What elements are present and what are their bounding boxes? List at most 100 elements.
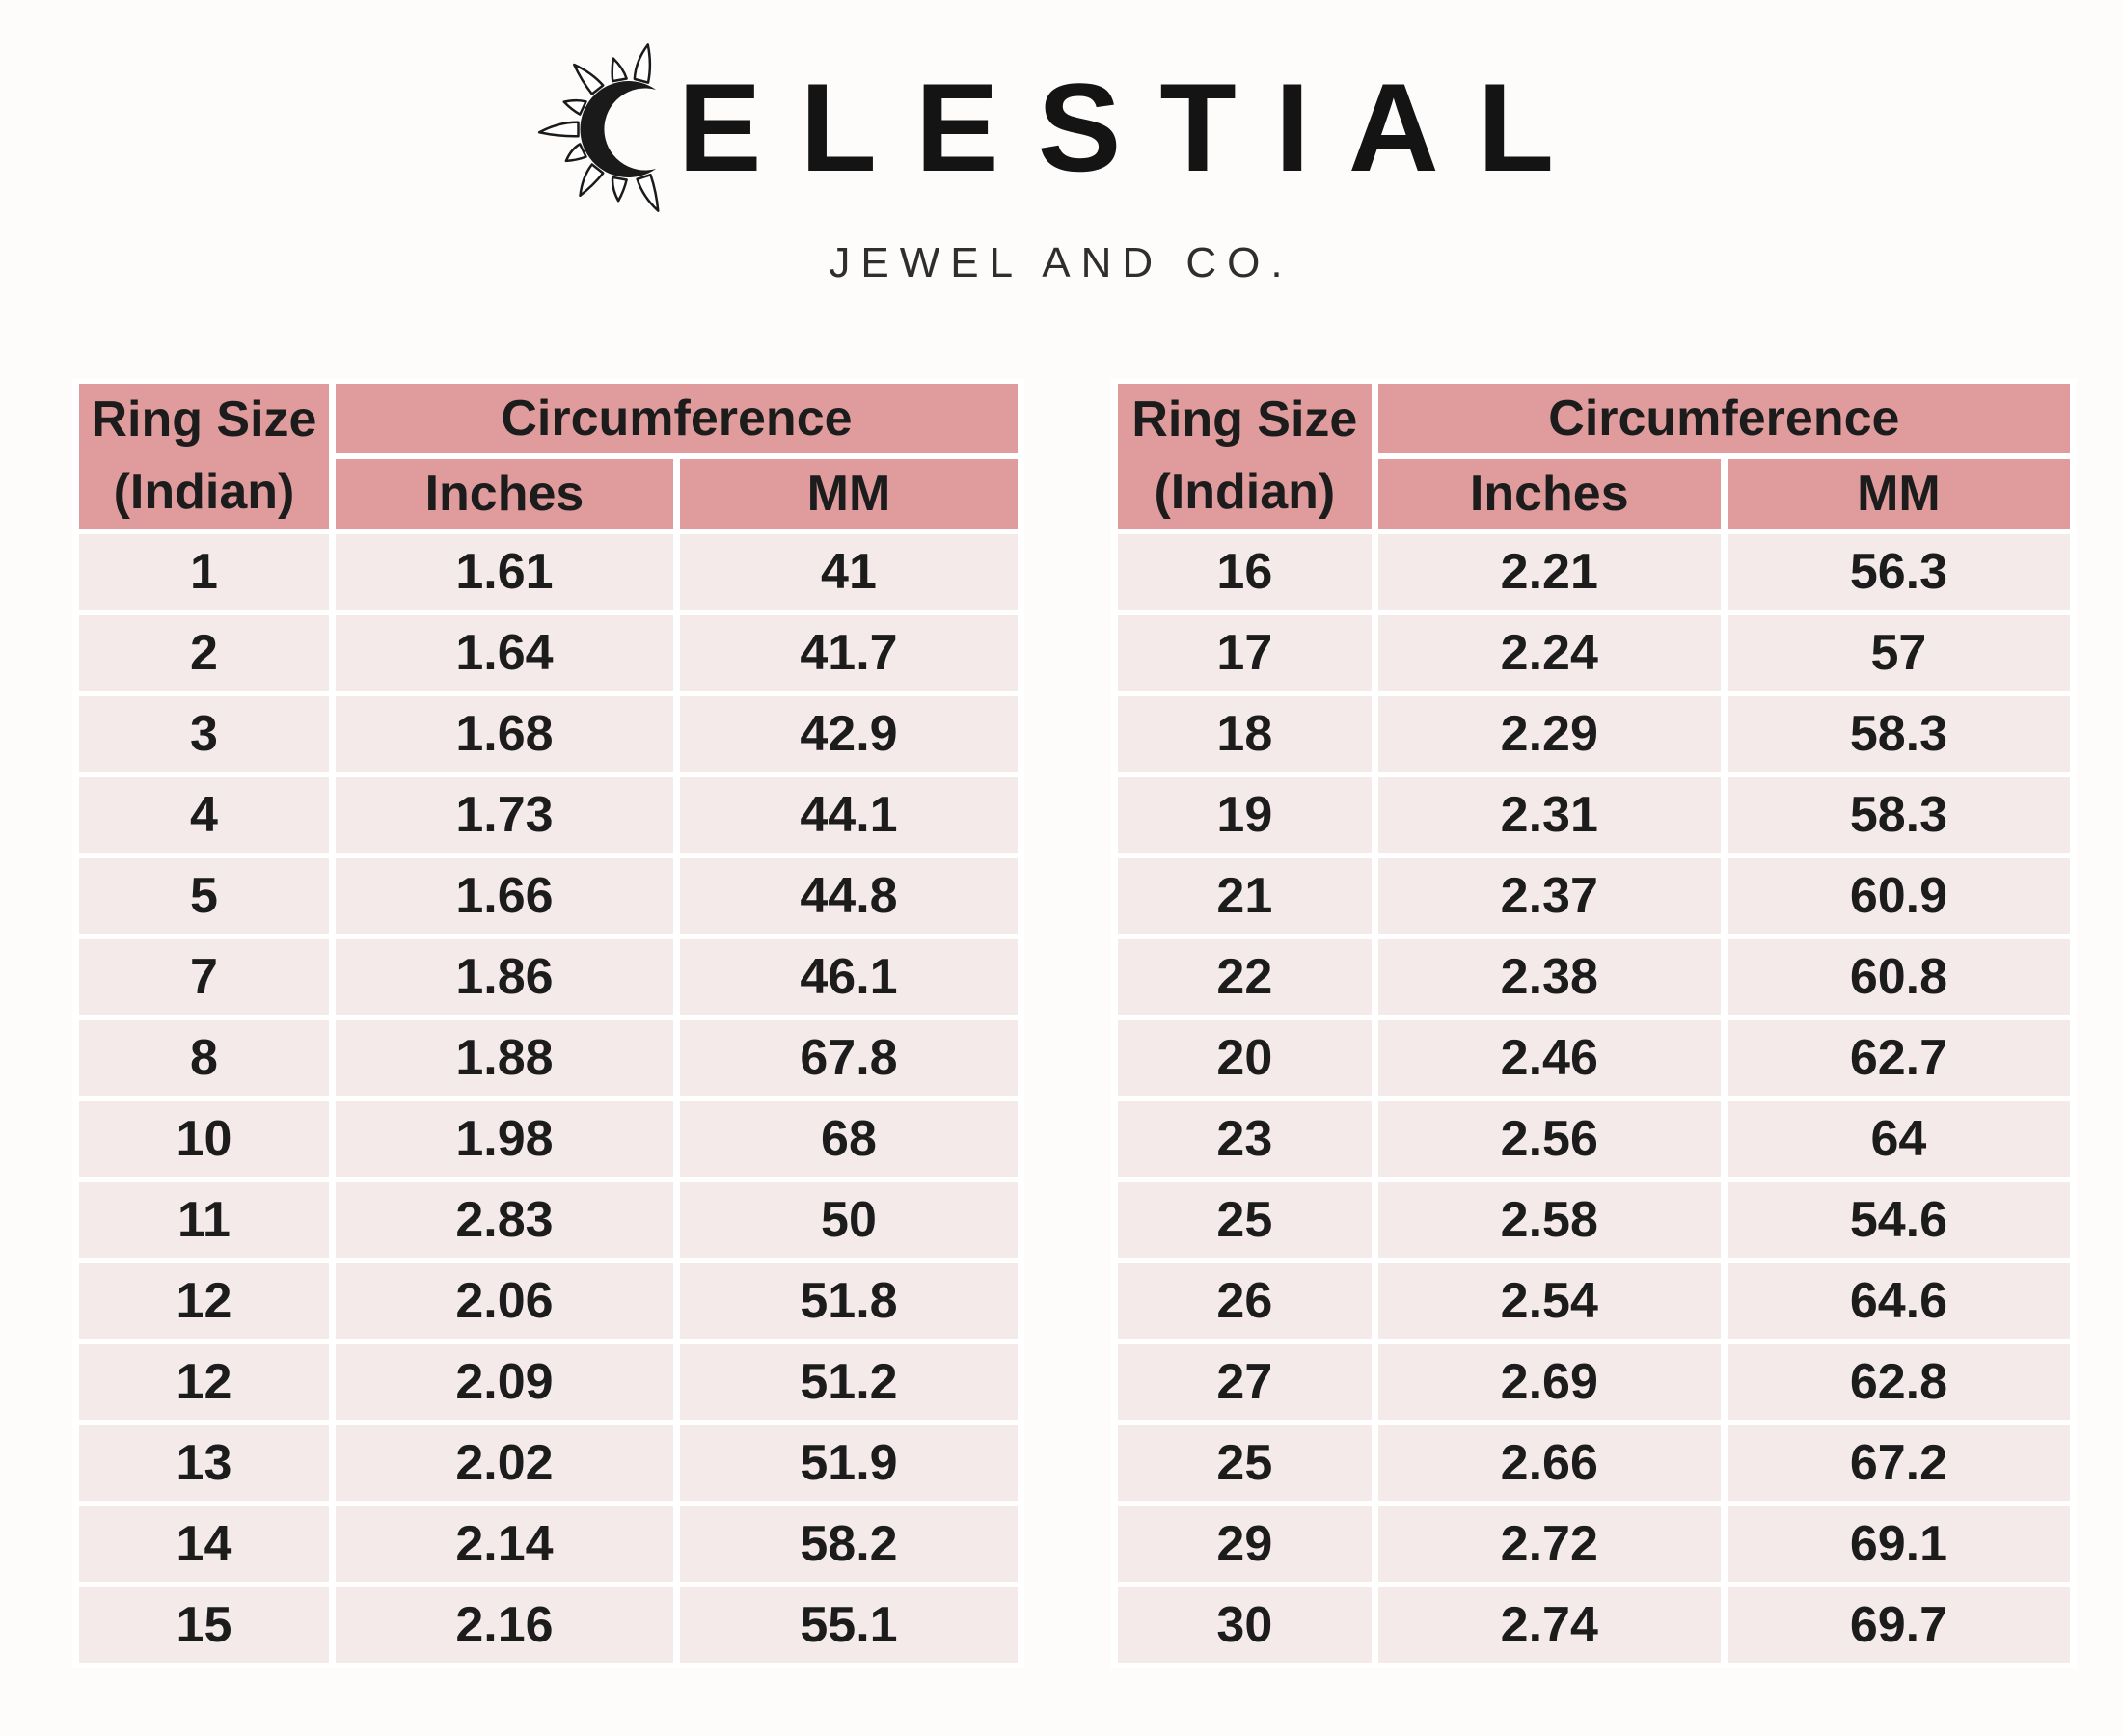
ring-size-cell: 26 — [1118, 1263, 1372, 1339]
inches-cell: 1.61 — [335, 534, 673, 610]
ring-size-cell: 23 — [1118, 1101, 1372, 1177]
mm-cell: 69.7 — [1727, 1587, 2070, 1663]
table-row: 20 2.46 62.7 — [1118, 1020, 2070, 1096]
mm-cell: 58.2 — [679, 1506, 1018, 1582]
inches-cell: 1.88 — [335, 1020, 673, 1096]
ring-size-cell: 12 — [79, 1263, 329, 1339]
table-row: 26 2.54 64.6 — [1118, 1263, 2070, 1339]
table-row: 23 2.56 64 — [1118, 1101, 2070, 1177]
mm-cell: 60.8 — [1727, 939, 2070, 1015]
mm-cell: 51.9 — [679, 1425, 1018, 1501]
inches-cell: 2.58 — [1377, 1182, 1721, 1258]
table-row: 14 2.14 58.2 — [79, 1506, 1018, 1582]
inches-cell: 2.06 — [335, 1263, 673, 1339]
ring-size-header: Ring Size (Indian) — [79, 384, 329, 529]
inches-cell: 1.68 — [335, 696, 673, 772]
ring-size-header-line2: (Indian) — [113, 464, 295, 520]
table-row: 4 1.73 44.1 — [79, 777, 1018, 853]
ring-size-tables: Ring Size (Indian) Circumference Inches … — [72, 378, 2077, 1668]
inches-header: Inches — [335, 459, 673, 529]
ring-size-cell: 16 — [1118, 534, 1372, 610]
inches-cell: 2.16 — [335, 1587, 673, 1663]
table-row: 7 1.86 46.1 — [79, 939, 1018, 1015]
table-row: 1 1.61 41 — [79, 534, 1018, 610]
mm-cell: 60.9 — [1727, 858, 2070, 934]
ring-size-cell: 10 — [79, 1101, 329, 1177]
table-row: 30 2.74 69.7 — [1118, 1587, 2070, 1663]
mm-cell: 55.1 — [679, 1587, 1018, 1663]
ring-size-header: Ring Size (Indian) — [1118, 384, 1372, 529]
brand-subtitle: JEWEL AND CO. — [829, 239, 1293, 286]
inches-cell: 2.02 — [335, 1425, 673, 1501]
ring-size-cell: 25 — [1118, 1425, 1372, 1501]
table-row: 29 2.72 69.1 — [1118, 1506, 2070, 1582]
table-row: 13 2.02 51.9 — [79, 1425, 1018, 1501]
ring-size-header-line1: Ring Size — [1131, 392, 1358, 448]
mm-cell: 41 — [679, 534, 1018, 610]
ring-size-cell: 2 — [79, 615, 329, 691]
ring-size-cell: 14 — [79, 1506, 329, 1582]
ring-size-cell: 3 — [79, 696, 329, 772]
table-row: 12 2.06 51.8 — [79, 1263, 1018, 1339]
ring-size-cell: 19 — [1118, 777, 1372, 853]
mm-cell: 64.6 — [1727, 1263, 2070, 1339]
ring-size-cell: 7 — [79, 939, 329, 1015]
ring-size-cell: 25 — [1118, 1182, 1372, 1258]
inches-cell: 1.73 — [335, 777, 673, 853]
brand-name-text: ELESTIAL — [677, 57, 1593, 198]
brand-logo: ELESTIAL JEWEL AND CO. — [0, 33, 2122, 287]
table-row: 21 2.37 60.9 — [1118, 858, 2070, 934]
mm-cell: 41.7 — [679, 615, 1018, 691]
mm-cell: 51.2 — [679, 1344, 1018, 1420]
table-row: 25 2.66 67.2 — [1118, 1425, 2070, 1501]
ring-size-cell: 29 — [1118, 1506, 1372, 1582]
mm-cell: 62.7 — [1727, 1020, 2070, 1096]
inches-cell: 2.72 — [1377, 1506, 1721, 1582]
inches-cell: 2.14 — [335, 1506, 673, 1582]
inches-cell: 2.38 — [1377, 939, 1721, 1015]
inches-cell: 1.98 — [335, 1101, 673, 1177]
mm-cell: 54.6 — [1727, 1182, 2070, 1258]
mm-cell: 51.8 — [679, 1263, 1018, 1339]
ring-size-table-left: Ring Size (Indian) Circumference Inches … — [72, 378, 1024, 1668]
inches-cell: 2.69 — [1377, 1344, 1721, 1420]
mm-cell: 46.1 — [679, 939, 1018, 1015]
ring-size-cell: 21 — [1118, 858, 1372, 934]
ring-size-cell: 30 — [1118, 1587, 1372, 1663]
mm-cell: 44.1 — [679, 777, 1018, 853]
mm-cell: 67.2 — [1727, 1425, 2070, 1501]
mm-cell: 67.8 — [679, 1020, 1018, 1096]
table-row: 16 2.21 56.3 — [1118, 534, 2070, 610]
ring-size-table-right: Ring Size (Indian) Circumference Inches … — [1111, 378, 2077, 1668]
table-row: 25 2.58 54.6 — [1118, 1182, 2070, 1258]
inches-cell: 2.46 — [1377, 1020, 1721, 1096]
ring-size-cell: 13 — [79, 1425, 329, 1501]
table-row: 5 1.66 44.8 — [79, 858, 1018, 934]
mm-header: MM — [1727, 459, 2070, 529]
mm-header: MM — [679, 459, 1018, 529]
table-row: 8 1.88 67.8 — [79, 1020, 1018, 1096]
mm-cell: 68 — [679, 1101, 1018, 1177]
mm-cell: 58.3 — [1727, 696, 2070, 772]
ring-size-cell: 1 — [79, 534, 329, 610]
table-row: 18 2.29 58.3 — [1118, 696, 2070, 772]
table-row: 15 2.16 55.1 — [79, 1587, 1018, 1663]
table-row: 17 2.24 57 — [1118, 615, 2070, 691]
table-row: 10 1.98 68 — [79, 1101, 1018, 1177]
ring-size-cell: 8 — [79, 1020, 329, 1096]
table-row: 2 1.64 41.7 — [79, 615, 1018, 691]
table-row: 3 1.68 42.9 — [79, 696, 1018, 772]
inches-cell: 2.54 — [1377, 1263, 1721, 1339]
circumference-header: Circumference — [1377, 384, 2070, 453]
circumference-header: Circumference — [335, 384, 1018, 453]
inches-cell: 2.09 — [335, 1344, 673, 1420]
inches-cell: 2.31 — [1377, 777, 1721, 853]
mm-cell: 57 — [1727, 615, 2070, 691]
ring-size-cell: 4 — [79, 777, 329, 853]
mm-cell: 42.9 — [679, 696, 1018, 772]
inches-cell: 2.56 — [1377, 1101, 1721, 1177]
ring-size-cell: 27 — [1118, 1344, 1372, 1420]
inches-cell: 1.64 — [335, 615, 673, 691]
inches-cell: 2.21 — [1377, 534, 1721, 610]
table-row: 22 2.38 60.8 — [1118, 939, 2070, 1015]
